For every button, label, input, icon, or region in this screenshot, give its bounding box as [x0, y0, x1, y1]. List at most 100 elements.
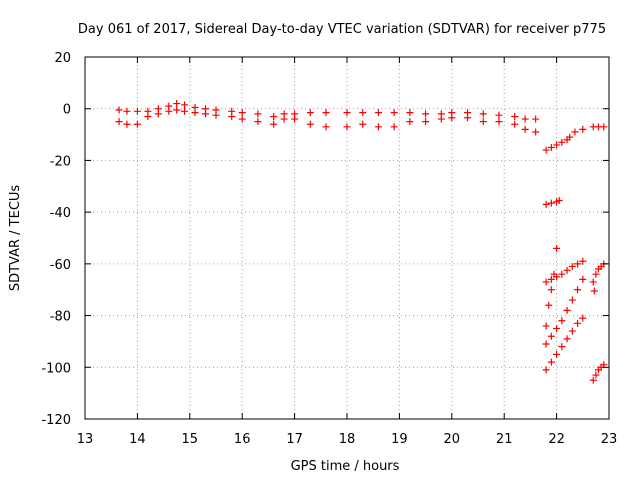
x-tick-label: 22 — [548, 432, 565, 447]
series-5 — [542, 197, 563, 208]
data-point — [202, 110, 210, 118]
data-point — [359, 109, 367, 117]
data-point — [144, 112, 152, 120]
data-point — [374, 109, 382, 117]
data-point — [521, 125, 529, 133]
data-point — [566, 133, 574, 141]
data-point — [563, 306, 571, 314]
data-point — [306, 109, 314, 117]
data-point — [359, 120, 367, 128]
data-point — [532, 128, 540, 136]
data-point — [228, 112, 236, 120]
data-point — [558, 270, 566, 278]
y-tick-label: -40 — [50, 206, 71, 221]
data-point — [542, 278, 550, 286]
data-point — [448, 114, 456, 122]
series-11 — [589, 361, 608, 384]
data-point — [558, 317, 566, 325]
data-point — [558, 138, 566, 146]
data-point — [571, 128, 579, 136]
data-point — [322, 109, 330, 117]
data-point — [212, 111, 220, 119]
data-point — [306, 120, 314, 128]
y-tick-label: -120 — [41, 413, 71, 428]
x-tick-label: 16 — [234, 432, 251, 447]
data-point — [133, 107, 141, 115]
x-tick-label: 21 — [496, 432, 513, 447]
chart-title: Day 061 of 2017, Sidereal Day-to-day VTE… — [78, 22, 606, 37]
data-point — [553, 244, 561, 252]
data-point — [579, 125, 587, 133]
series-9 — [542, 314, 587, 374]
data-point — [592, 371, 600, 379]
data-point — [589, 376, 597, 384]
data-point — [555, 197, 563, 205]
x-tick-label: 18 — [339, 432, 356, 447]
data-point — [568, 327, 576, 335]
y-axis-label: SDTVAR / TECUs — [8, 185, 23, 292]
data-point — [542, 146, 550, 154]
x-tick-label: 13 — [77, 432, 94, 447]
series-7 — [542, 257, 587, 286]
data-point — [406, 109, 414, 117]
data-point — [495, 111, 503, 119]
x-tick-label: 20 — [444, 432, 461, 447]
series-1 — [115, 100, 540, 123]
data-point — [437, 115, 445, 123]
y-tick-label: -100 — [41, 361, 71, 376]
data-point — [374, 123, 382, 131]
data-point — [254, 118, 262, 126]
data-point — [563, 335, 571, 343]
x-tick-label: 15 — [182, 432, 199, 447]
data-point — [547, 332, 555, 340]
data-point — [547, 358, 555, 366]
data-point — [173, 106, 181, 114]
data-point — [479, 118, 487, 126]
data-point — [558, 343, 566, 351]
data-point — [343, 123, 351, 131]
data-point — [238, 109, 246, 117]
data-point — [553, 325, 561, 332]
data-point — [181, 101, 189, 109]
data-point — [600, 123, 608, 131]
data-point — [123, 107, 131, 115]
data-point — [579, 257, 587, 265]
data-point — [254, 110, 262, 118]
series-4 — [589, 123, 608, 131]
data-point — [191, 109, 199, 117]
data-point — [173, 100, 181, 108]
data-point — [123, 120, 131, 128]
data-point — [542, 322, 550, 330]
data-point — [553, 141, 561, 149]
data-point — [589, 278, 597, 286]
data-point — [579, 314, 587, 322]
data-point — [479, 110, 487, 118]
data-point — [547, 199, 555, 207]
x-tick-label: 17 — [286, 432, 303, 447]
data-point — [291, 115, 299, 123]
data-point — [464, 114, 472, 122]
data-point — [542, 366, 550, 374]
data-point — [280, 115, 288, 123]
data-point — [547, 275, 555, 283]
x-axis-label: GPS time / hours — [291, 459, 400, 474]
data-point — [422, 118, 430, 126]
data-point — [542, 200, 550, 208]
data-point — [406, 118, 414, 126]
y-tick-label: 0 — [63, 103, 71, 118]
y-tick-label: -80 — [50, 310, 71, 325]
data-point — [270, 120, 278, 128]
data-point — [115, 118, 123, 126]
data-points — [115, 100, 608, 384]
axis-ticks: 13 14 15 16 17 18 19 20 21 22 23 20 0 -20 -40 -60 -80 -10… — [41, 51, 617, 447]
data-point — [563, 266, 571, 274]
y-tick-label: -20 — [50, 154, 71, 169]
y-tick-label: 20 — [54, 51, 71, 66]
data-point — [238, 115, 246, 123]
data-point — [165, 107, 173, 115]
data-point — [553, 273, 561, 281]
data-point — [547, 286, 555, 294]
series-6 — [542, 244, 561, 330]
series-3 — [542, 125, 587, 154]
